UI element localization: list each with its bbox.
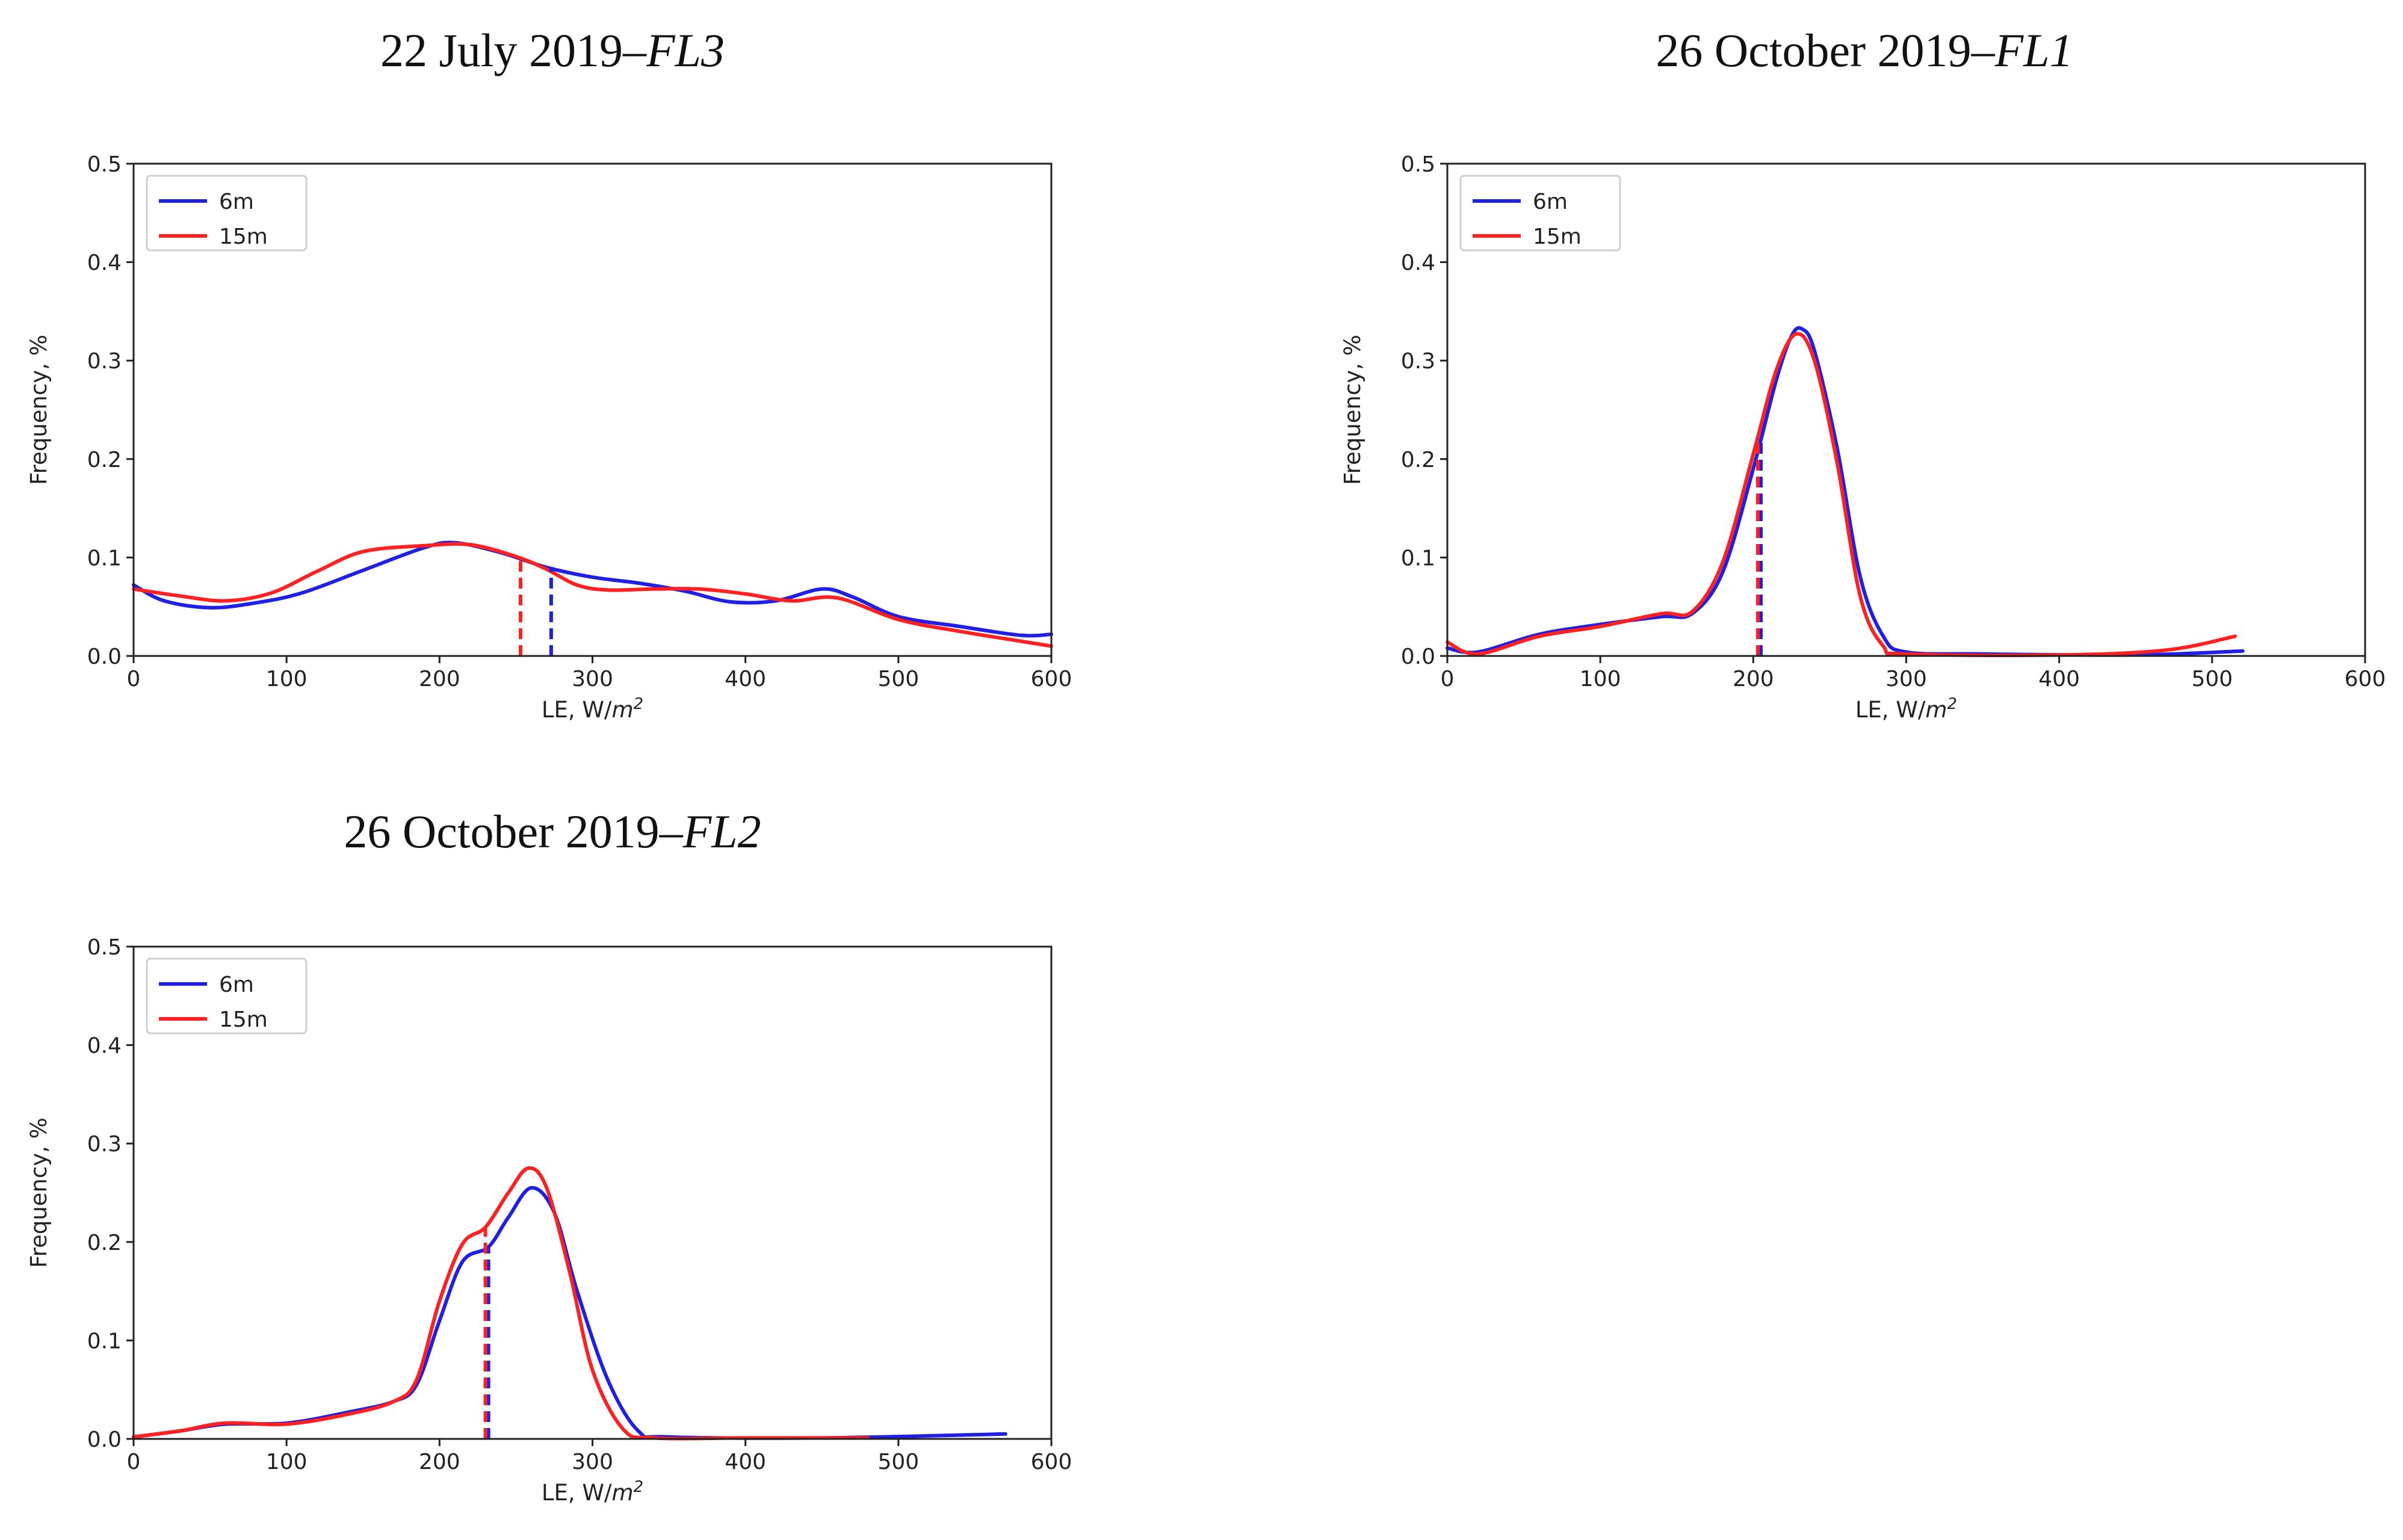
x-tick-label: 200 [419, 1450, 460, 1474]
x-tick-label: 200 [1733, 667, 1774, 691]
series-line-15m [132, 1166, 870, 1441]
y-axis-label: Frequency, % [26, 335, 52, 485]
chart-panel-22-july-fl3: 22 July 2019–FL3 0 100 200 300 400 500 6000.00… [26, 24, 1072, 723]
y-axis-label: Frequency, % [26, 1118, 52, 1268]
y-tick-label: 0.2 [87, 1231, 122, 1255]
legend-label-15m: 15m [219, 224, 268, 249]
x-tick-label: 0 [1441, 667, 1455, 691]
y-tick-label: 0.4 [87, 251, 122, 276]
x-tick-label: 100 [266, 667, 308, 691]
x-tick-label: 300 [572, 667, 613, 691]
x-tick-label: 100 [1580, 667, 1621, 691]
panel-title: 22 July 2019–FL3 [380, 24, 725, 76]
x-tick-label: 200 [419, 667, 460, 691]
y-tick-label: 0.4 [87, 1034, 122, 1059]
y-tick-label: 0.4 [1401, 251, 1435, 276]
panel-title: 26 October 2019–FL1 [1656, 24, 2073, 76]
y-tick-label: 0.1 [1401, 546, 1435, 571]
plot-area: 0 100 200 300 400 500 600 0.0 0.1 0.2 0.3 0.4 0.5 LE,… [1340, 152, 2386, 723]
legend-box [146, 175, 308, 252]
y-tick-label: 0.2 [87, 448, 122, 472]
series-line-15m [132, 542, 1053, 648]
legend-label-6m: 6m [1533, 190, 1568, 214]
x-tick-label: 0 [127, 1450, 141, 1474]
panel-title: 26 October 2019–FL2 [344, 805, 761, 858]
x-tick-label: 300 [572, 1450, 613, 1474]
legend-box [146, 957, 308, 1034]
x-tick-label: 600 [1031, 667, 1072, 691]
legend-box [1459, 175, 1621, 252]
x-tick-label: 400 [725, 1450, 766, 1474]
x-tick-label: 0 [127, 667, 141, 691]
y-tick-label: 0.1 [87, 1329, 122, 1353]
x-tick-label: 500 [2191, 667, 2233, 691]
series-line-6m [1446, 326, 2245, 657]
y-tick-label: 0.0 [87, 1427, 122, 1452]
series-group [1446, 326, 2245, 658]
plot-area: 0 100 200 300 400 500 600 0.0 0.1 0.2 0.3 0.4 0.5 LE,… [26, 152, 1072, 723]
x-tick-label: 600 [1031, 1450, 1072, 1474]
y-axis-label: Frequency, % [1340, 335, 1365, 485]
series-line-6m [132, 540, 1053, 638]
chart-panel-26-october-fl2: 26 October 2019–FL2 0 100 200 300 400 500 6000… [26, 805, 1072, 1506]
legend-label-6m: 6m [219, 190, 254, 214]
plot-area: 0 100 200 300 400 500 600 0.0 0.1 0.2 0.3 0.4 0.5 LE,… [26, 935, 1072, 1506]
y-tick-label: 0.0 [1401, 645, 1435, 669]
series-group [132, 1166, 1007, 1441]
series-line-6m [132, 1186, 1007, 1440]
legend-label-15m: 15m [1533, 224, 1582, 249]
legend-label-15m: 15m [219, 1007, 268, 1032]
y-tick-label: 0.3 [87, 349, 122, 374]
series-group [132, 540, 1053, 648]
series-line-15m [1446, 332, 2237, 658]
x-tick-label: 600 [2345, 667, 2386, 691]
x-axis-label: LE, W/m2 [542, 695, 643, 723]
y-tick-label: 0.3 [87, 1132, 122, 1157]
x-tick-label: 400 [725, 667, 766, 691]
x-tick-label: 400 [2038, 667, 2080, 691]
x-axis-label: LE, W/m2 [542, 1478, 643, 1506]
y-tick-label: 0.5 [87, 152, 122, 177]
x-axis-label: LE, W/m2 [1855, 695, 1957, 723]
x-tick-label: 100 [266, 1450, 308, 1474]
y-tick-label: 0.0 [87, 645, 122, 669]
chart-panel-26-october-fl1: 26 October 2019–FL1 0 100 200 300 400 500 6000… [1340, 24, 2386, 723]
y-tick-label: 0.5 [1401, 152, 1435, 177]
legend-label-6m: 6m [219, 973, 254, 997]
y-tick-label: 0.2 [1401, 448, 1435, 472]
y-tick-label: 0.3 [1401, 349, 1435, 374]
x-tick-label: 300 [1885, 667, 1927, 691]
y-tick-label: 0.1 [87, 546, 122, 571]
x-tick-label: 500 [877, 1450, 919, 1474]
x-tick-label: 500 [877, 667, 919, 691]
y-tick-label: 0.5 [87, 935, 122, 960]
